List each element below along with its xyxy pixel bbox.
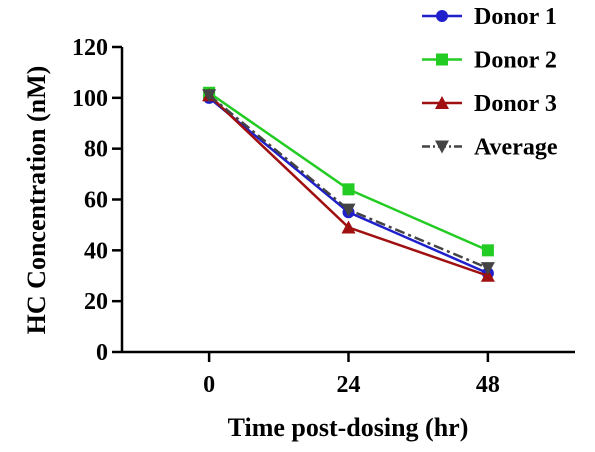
series-average [202, 89, 495, 276]
legend: Donor 1 Donor 2 Donor 3 Average [422, 4, 558, 161]
legend-item: Average [422, 135, 558, 161]
legend-label: Donor 2 [474, 48, 557, 74]
y-ticks: 0 20 40 60 80 100 120 [72, 35, 122, 366]
data-point [342, 183, 355, 196]
legend-marker [436, 10, 448, 22]
legend-label: Donor 3 [474, 91, 557, 117]
data-point [202, 89, 217, 103]
data-point [481, 244, 494, 257]
x-tick-label: 48 [476, 372, 500, 398]
legend-item: Donor 1 [422, 4, 557, 30]
series-line [208, 94, 489, 270]
y-axis-title: HC Concentration (nM) [22, 66, 51, 335]
legend-marker [435, 140, 449, 154]
x-tick-label: 0 [203, 372, 215, 398]
legend-item: Donor 3 [422, 91, 557, 117]
x-axis-title: Time post-dosing (hr) [228, 413, 469, 442]
data-point [480, 268, 495, 282]
legend-marker [435, 96, 449, 109]
y-tick-label: 40 [84, 238, 108, 264]
y-tick-label: 100 [72, 86, 108, 112]
data-point [480, 262, 495, 276]
y-tick-label: 120 [72, 35, 108, 61]
x-ticks: 0 24 48 [203, 352, 500, 398]
y-tick-label: 0 [96, 340, 108, 366]
y-tick-label: 80 [84, 137, 108, 163]
data-point [341, 220, 356, 234]
legend-label: Donor 1 [474, 4, 557, 30]
y-tick-label: 20 [84, 289, 108, 315]
data-point [341, 203, 356, 217]
x-tick-label: 24 [337, 372, 361, 398]
legend-label: Average [474, 135, 558, 161]
y-tick-label: 60 [84, 188, 108, 214]
legend-item: Donor 2 [422, 48, 557, 74]
series-layer [202, 86, 495, 282]
legend-marker [436, 53, 448, 66]
